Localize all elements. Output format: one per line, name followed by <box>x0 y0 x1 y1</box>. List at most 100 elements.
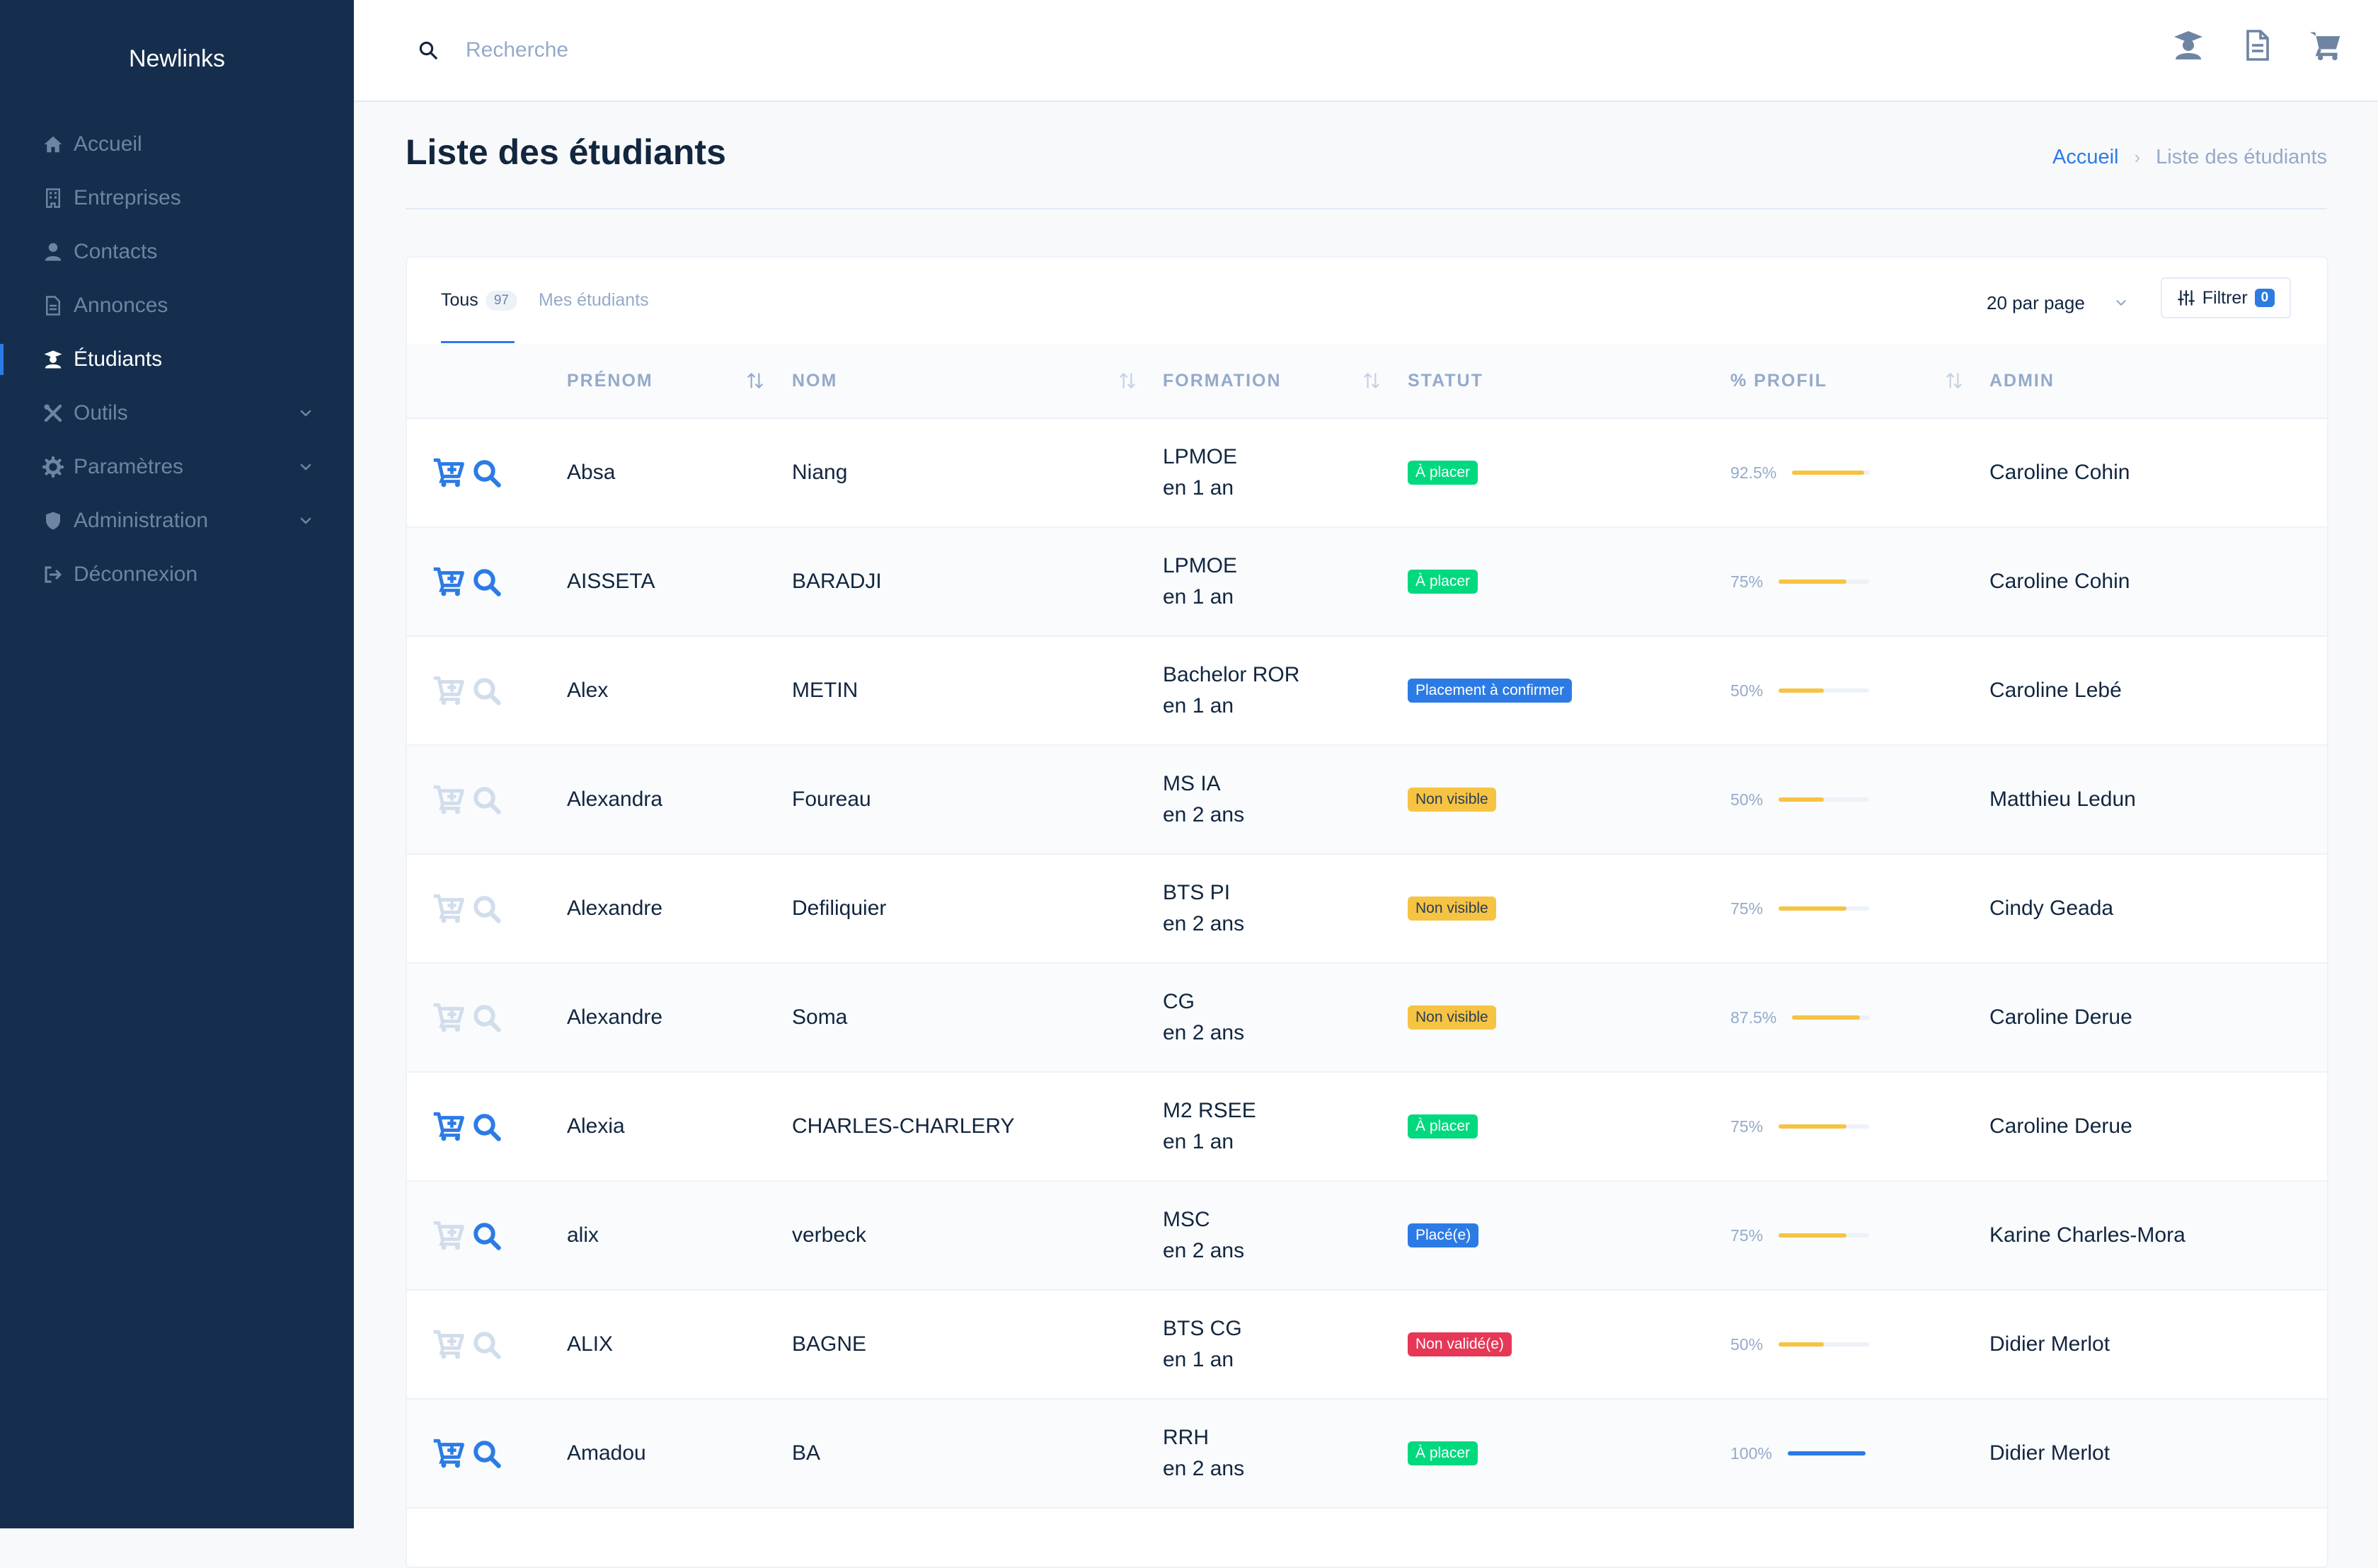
topbar <box>354 0 2378 102</box>
document-icon[interactable] <box>2241 28 2275 62</box>
formation-duration: en 2 ans <box>1163 1457 1245 1480</box>
sidebar-item-graduate[interactable]: Étudiants <box>0 333 354 386</box>
sidebar-item-label: Déconnexion <box>74 563 198 586</box>
view-details-icon[interactable] <box>472 1439 502 1469</box>
add-to-cart-icon[interactable] <box>432 1329 465 1360</box>
status-badge: Placé(e) <box>1408 1223 1479 1247</box>
profile-percent: 75% <box>1730 1117 1764 1136</box>
graduate-icon[interactable] <box>2171 28 2205 62</box>
table-row: Amadou BA RRH en 2 ans À placer 100% Didier Me… <box>407 1400 2327 1509</box>
breadcrumb-home-link[interactable]: Accueil <box>2052 146 2119 168</box>
sort-icon[interactable] <box>1118 371 1137 391</box>
home-icon <box>42 134 64 155</box>
sidebar-item-logout[interactable]: Déconnexion <box>0 548 354 601</box>
add-to-cart-icon[interactable] <box>432 893 465 924</box>
cell-statut: Non validé(e) <box>1408 1291 1512 1398</box>
sidebar-item-building[interactable]: Entreprises <box>0 171 354 225</box>
view-details-icon[interactable] <box>472 1112 502 1142</box>
table-row: Alexandre Defiliquier BTS PI en 2 ans Non vi… <box>407 855 2327 964</box>
cell-nom: Niang <box>792 461 848 484</box>
cell-formation: MS IA en 2 ans <box>1163 746 1244 853</box>
profile-progress-fill <box>1779 1233 1847 1238</box>
breadcrumb-separator: › <box>2134 146 2141 168</box>
filter-button[interactable]: Filtrer 0 <box>2161 277 2291 318</box>
cell-formation: M2 RSEE en 1 an <box>1163 1073 1256 1180</box>
cell-admin: Caroline Derue <box>1989 1114 2132 1138</box>
sidebar-item-gear[interactable]: Paramètres <box>0 440 354 494</box>
view-details-icon[interactable] <box>472 1003 502 1033</box>
tab-my-students[interactable]: Mes étudiants <box>539 290 649 311</box>
tab-all-count: 97 <box>485 290 517 311</box>
add-to-cart-icon[interactable] <box>432 566 465 597</box>
sidebar-item-label: Annonces <box>74 294 168 317</box>
add-to-cart-icon[interactable] <box>432 1438 465 1469</box>
cell-profil: 75% <box>1730 855 1870 962</box>
cell-prenom: Absa <box>567 461 616 484</box>
brand-logo[interactable]: Newlinks <box>128 45 226 72</box>
cell-nom: verbeck <box>792 1223 867 1247</box>
profile-progress-bar <box>1779 797 1870 802</box>
sort-icon[interactable] <box>1945 371 1963 391</box>
sidebar-item-shield[interactable]: Administration <box>0 494 354 548</box>
column-header-admin[interactable]: ADMIN <box>1989 370 2055 391</box>
status-badge: Placement à confirmer <box>1408 679 1573 703</box>
view-details-icon[interactable] <box>472 1330 502 1360</box>
cell-formation: CG en 2 ans <box>1163 964 1244 1071</box>
add-to-cart-icon[interactable] <box>432 1111 465 1142</box>
cell-statut: À placer <box>1408 419 1478 526</box>
view-details-icon[interactable] <box>472 567 502 597</box>
formation-name: M2 RSEE <box>1163 1099 1256 1122</box>
sidebar-item-tools[interactable]: Outils <box>0 386 354 440</box>
tools-icon <box>42 403 64 424</box>
cell-profil: 50% <box>1730 1291 1870 1398</box>
profile-percent: 100% <box>1730 1443 1772 1463</box>
table-row: Alexandra Foureau MS IA en 2 ans Non visible… <box>407 746 2327 855</box>
column-header-prenom[interactable]: PRÉNOM <box>567 370 653 391</box>
tab-all[interactable]: Tous 97 <box>441 290 517 311</box>
cell-profil: 92.5% <box>1730 419 1871 526</box>
sidebar-item-label: Étudiants <box>74 347 163 371</box>
sidebar-item-home[interactable]: Accueil <box>0 117 354 171</box>
view-details-icon[interactable] <box>472 676 502 706</box>
view-details-icon[interactable] <box>472 1221 502 1251</box>
cell-prenom: Alexandra <box>567 788 663 811</box>
cell-statut: À placer <box>1408 1400 1478 1507</box>
view-details-icon[interactable] <box>472 785 502 815</box>
cell-prenom: Alexandre <box>567 1005 663 1029</box>
profile-progress-bar <box>1779 688 1870 693</box>
cell-formation: BTS PI en 2 ans <box>1163 855 1244 962</box>
per-page-select[interactable]: 20 par page <box>1987 286 2129 320</box>
add-to-cart-icon[interactable] <box>432 675 465 706</box>
column-header-formation[interactable]: FORMATION <box>1163 370 1282 391</box>
sort-icon[interactable] <box>1362 371 1381 391</box>
column-header-profil[interactable]: % PROFIL <box>1730 370 1827 391</box>
add-to-cart-icon[interactable] <box>432 457 465 488</box>
profile-percent: 75% <box>1730 899 1764 918</box>
cell-admin: Didier Merlot <box>1989 1441 2110 1465</box>
cell-admin: Caroline Lebé <box>1989 679 2122 702</box>
cell-profil: 75% <box>1730 1182 1870 1289</box>
filter-count-badge: 0 <box>2254 289 2275 307</box>
sidebar-nav: Accueil Entreprises Contacts Annonces Étudia… <box>0 117 354 601</box>
add-to-cart-icon[interactable] <box>432 1220 465 1251</box>
sidebar-item-file[interactable]: Annonces <box>0 279 354 333</box>
view-details-icon[interactable] <box>472 894 502 924</box>
cell-admin: Cindy Geada <box>1989 897 2114 920</box>
add-to-cart-icon[interactable] <box>432 784 465 815</box>
search-input[interactable] <box>464 33 963 68</box>
status-badge: À placer <box>1408 1441 1478 1465</box>
sort-asc-icon[interactable] <box>746 371 764 391</box>
add-to-cart-icon[interactable] <box>432 1002 465 1033</box>
view-details-icon[interactable] <box>472 459 502 488</box>
shopping-cart-icon[interactable] <box>2309 28 2343 62</box>
column-header-statut[interactable]: STATUT <box>1408 370 1483 391</box>
column-header-nom[interactable]: NOM <box>792 370 838 391</box>
profile-progress-bar <box>1792 1015 1871 1020</box>
filter-label: Filtrer <box>2202 287 2248 308</box>
table-header: PRÉNOM NOM FORMATION STATUT % PROFIL ADM… <box>407 344 2327 419</box>
formation-name: MS IA <box>1163 772 1221 795</box>
profile-progress-bar <box>1792 471 1871 475</box>
sidebar-item-user[interactable]: Contacts <box>0 225 354 279</box>
profile-percent: 87.5% <box>1730 1008 1777 1027</box>
cell-admin: Caroline Cohin <box>1989 461 2130 484</box>
